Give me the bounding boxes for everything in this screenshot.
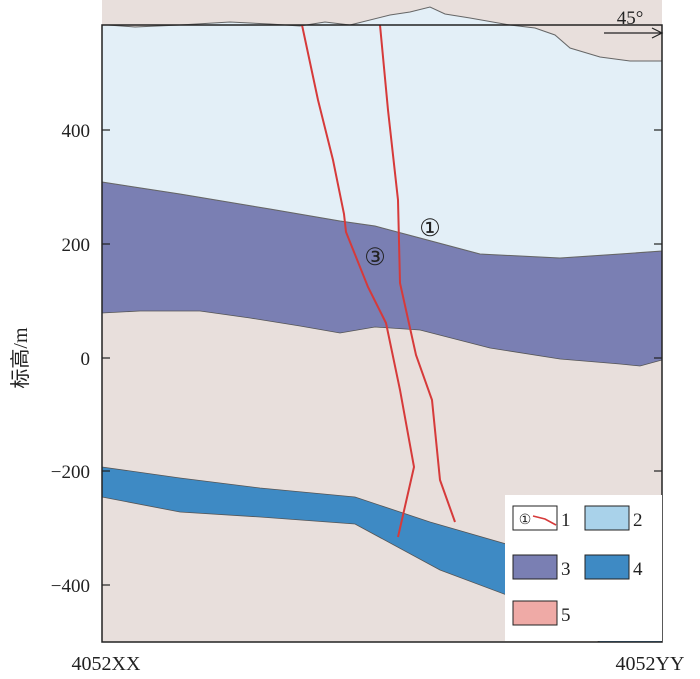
y-tick-label-400: 400 (62, 121, 91, 142)
fault-1-line (379, 24, 456, 523)
y-tick-label-minus-200: −200 (51, 462, 90, 483)
y-tick-label-minus-400: −400 (51, 576, 90, 597)
legend-swatch-4 (584, 554, 630, 580)
y-tick-marks (102, 129, 662, 586)
orientation-label: 45° (617, 8, 644, 29)
fault-3-line (301, 24, 416, 538)
x-label-right: 4052YY (616, 653, 685, 675)
fault-1-label: ① (419, 216, 441, 242)
legend-label-2: 2 (633, 510, 643, 531)
y-axis-title: 标高/m (9, 327, 32, 389)
y-tick-label-0: 0 (81, 349, 91, 370)
orientation-arrow-icon (604, 27, 664, 39)
legend: ① 1 2 3 4 5 (505, 495, 662, 641)
legend-swatch-1 (512, 505, 558, 531)
plot-frame (101, 24, 663, 643)
legend-swatch-5 (512, 600, 558, 626)
legend-label-3: 3 (561, 559, 571, 580)
legend-label-5: 5 (561, 605, 571, 626)
legend-label-1: 1 (561, 510, 571, 531)
y-tick-label-200: 200 (62, 235, 91, 256)
legend-swatch-1-symbol: ① (519, 513, 532, 528)
legend-fault-line-icon (532, 515, 557, 526)
x-label-left: 4052XX (72, 653, 141, 675)
legend-swatch-2 (584, 505, 630, 531)
legend-label-4: 4 (633, 559, 643, 580)
legend-swatch-3 (512, 554, 558, 580)
fault-3-label: ③ (364, 245, 386, 271)
